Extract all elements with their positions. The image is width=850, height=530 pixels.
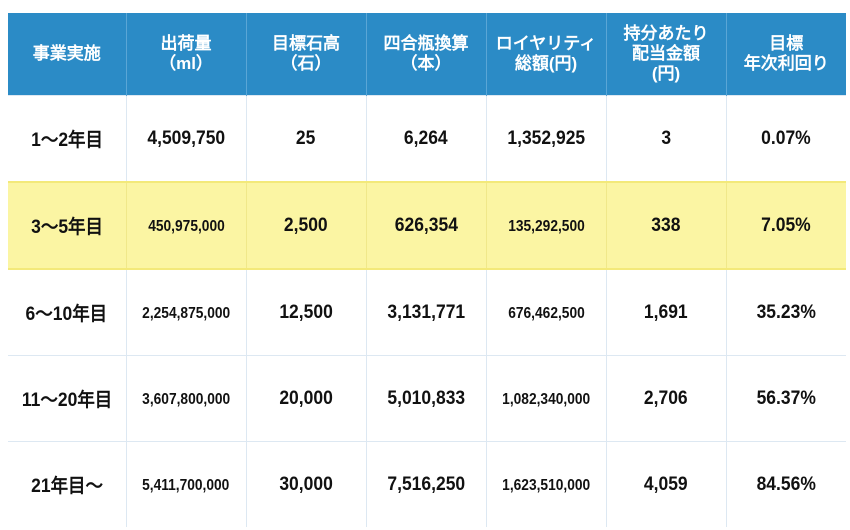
cell-value: 6〜10年目 xyxy=(25,304,108,325)
cell-value: 30,000 xyxy=(279,473,333,495)
cell-value: 3〜5年目 xyxy=(30,217,103,238)
cell-value: 2,500 xyxy=(284,214,328,236)
cell-royalty-total: 1,623,510,000 xyxy=(486,441,607,527)
cell-period: 11〜20年目 xyxy=(8,355,127,442)
cell-dividend-per-share: 1,691 xyxy=(606,268,727,356)
cell-period: 1〜2年目 xyxy=(8,95,127,182)
cell-value: 7,516,250 xyxy=(387,473,465,495)
table-row: 1〜2年目 4,509,750 25 6,264 1,352,925 3 0.07% xyxy=(8,95,846,182)
header-label: （本） xyxy=(400,54,452,73)
cell-value: 1,352,925 xyxy=(507,127,585,149)
cell-target-koku: 12,500 xyxy=(246,268,367,356)
cell-target-annual-yield: 7.05% xyxy=(726,181,846,269)
cell-shipment-volume: 4,509,750 xyxy=(126,95,247,182)
cell-value: 1〜2年目 xyxy=(30,130,103,151)
header-shipment-volume: 出荷量 （ml） xyxy=(126,13,247,96)
cell-value: 3,607,800,000 xyxy=(141,390,230,408)
cell-value: 5,411,700,000 xyxy=(142,476,230,494)
cell-value: 11〜20年目 xyxy=(21,390,112,411)
cell-value: 12,500 xyxy=(279,301,333,323)
cell-value: 0.07% xyxy=(761,127,812,149)
cell-value: 2,254,875,000 xyxy=(141,304,230,322)
cell-dividend-per-share: 2,706 xyxy=(606,355,727,442)
header-row: 事業実施 出荷量 （ml） 目標石高 （石） 四合瓶換算 （本） ロイヤリティ 総額(円) 持分あ… xyxy=(8,13,846,96)
cell-value: 20,000 xyxy=(279,387,333,409)
cell-dividend-per-share: 338 xyxy=(606,181,727,269)
cell-period: 3〜5年目 xyxy=(8,181,127,269)
header-label: 年次利回り xyxy=(743,54,829,73)
cell-target-annual-yield: 56.37% xyxy=(726,355,846,442)
cell-target-annual-yield: 84.56% xyxy=(726,441,846,527)
cell-value: 4,059 xyxy=(644,473,688,495)
header-label: 四合瓶換算 xyxy=(383,34,469,53)
cell-value: 450,975,000 xyxy=(147,217,225,235)
cell-value: 3 xyxy=(661,127,671,149)
cell-value: 21年目〜 xyxy=(30,476,103,497)
header-dividend-per-share: 持分あたり 配当金額 (円) xyxy=(606,13,727,96)
cell-value: 7.05% xyxy=(761,214,812,236)
dividend-table: 事業実施 出荷量 （ml） 目標石高 （石） 四合瓶換算 （本） ロイヤリティ 総額(円) 持分あ… xyxy=(8,13,846,527)
cell-target-annual-yield: 0.07% xyxy=(726,95,846,182)
cell-value: 1,623,510,000 xyxy=(501,476,590,494)
cell-shipment-volume: 5,411,700,000 xyxy=(126,441,247,527)
table-row: 3〜5年目 450,975,000 2,500 626,354 135,292,500 3… xyxy=(8,181,846,269)
cell-yotsugo-bottles: 5,010,833 xyxy=(366,355,487,442)
cell-royalty-total: 676,462,500 xyxy=(486,268,607,356)
cell-value: 56.37% xyxy=(756,387,816,409)
header-royalty-total: ロイヤリティ 総額(円) xyxy=(486,13,607,96)
cell-value: 4,509,750 xyxy=(147,127,225,149)
cell-value: 1,082,340,000 xyxy=(501,390,590,408)
cell-value: 35.23% xyxy=(756,301,816,323)
cell-value: 84.56% xyxy=(756,473,816,495)
cell-shipment-volume: 3,607,800,000 xyxy=(126,355,247,442)
cell-yotsugo-bottles: 3,131,771 xyxy=(366,268,487,356)
cell-target-koku: 2,500 xyxy=(246,181,367,269)
cell-yotsugo-bottles: 626,354 xyxy=(366,181,487,269)
header-target-koku: 目標石高 （石） xyxy=(246,13,367,96)
cell-target-koku: 25 xyxy=(246,95,367,182)
cell-dividend-per-share: 3 xyxy=(606,95,727,182)
cell-value: 676,462,500 xyxy=(507,304,585,322)
header-target-annual-yield: 目標 年次利回り xyxy=(726,13,846,96)
cell-target-koku: 20,000 xyxy=(246,355,367,442)
header-label: 目標石高 xyxy=(272,34,340,53)
cell-yotsugo-bottles: 6,264 xyxy=(366,95,487,182)
header-label: 目標 xyxy=(769,34,804,53)
cell-shipment-volume: 450,975,000 xyxy=(126,181,247,269)
table-row: 6〜10年目 2,254,875,000 12,500 3,131,771 676,46… xyxy=(8,268,846,356)
header-label: 事業実施 xyxy=(32,44,101,63)
cell-shipment-volume: 2,254,875,000 xyxy=(126,268,247,356)
header-label: 出荷量 xyxy=(160,34,212,53)
table-row: 21年目〜 5,411,700,000 30,000 7,516,250 1,623,5… xyxy=(8,441,846,527)
table-row: 11〜20年目 3,607,800,000 20,000 5,010,833 1,082… xyxy=(8,355,846,442)
header-label: 持分あたり xyxy=(623,24,709,43)
cell-royalty-total: 1,352,925 xyxy=(486,95,607,182)
cell-period: 21年目〜 xyxy=(8,441,127,527)
cell-target-koku: 30,000 xyxy=(246,441,367,527)
cell-value: 626,354 xyxy=(394,214,458,236)
cell-period: 6〜10年目 xyxy=(8,268,127,356)
header-label: (円) xyxy=(651,64,681,83)
cell-value: 1,691 xyxy=(644,301,688,323)
cell-value: 135,292,500 xyxy=(507,217,585,235)
cell-yotsugo-bottles: 7,516,250 xyxy=(366,441,487,527)
cell-value: 3,131,771 xyxy=(387,301,465,323)
header-label: 配当金額 xyxy=(632,44,700,63)
header-label: 総額(円) xyxy=(514,54,578,73)
cell-value: 6,264 xyxy=(404,127,448,149)
cell-value: 338 xyxy=(651,214,681,236)
cell-dividend-per-share: 4,059 xyxy=(606,441,727,527)
cell-royalty-total: 1,082,340,000 xyxy=(486,355,607,442)
header-label: ロイヤリティ xyxy=(495,34,597,53)
cell-value: 25 xyxy=(296,127,316,149)
header-yotsugo-bottles: 四合瓶換算 （本） xyxy=(366,13,487,96)
header-period: 事業実施 xyxy=(8,13,127,96)
cell-value: 2,706 xyxy=(644,387,688,409)
cell-value: 5,010,833 xyxy=(387,387,465,409)
header-label: （石） xyxy=(280,54,332,73)
header-label: （ml） xyxy=(159,54,213,73)
cell-royalty-total: 135,292,500 xyxy=(486,181,607,269)
cell-target-annual-yield: 35.23% xyxy=(726,268,846,356)
